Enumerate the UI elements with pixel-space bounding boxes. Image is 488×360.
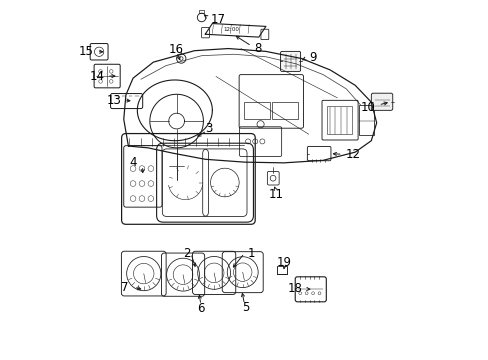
Text: 10: 10 bbox=[360, 102, 374, 114]
Text: 9: 9 bbox=[309, 51, 316, 64]
Text: 12: 12 bbox=[345, 148, 360, 161]
Text: 8: 8 bbox=[254, 42, 262, 55]
Bar bbox=[358, 105, 373, 135]
Text: 3: 3 bbox=[204, 122, 212, 135]
FancyBboxPatch shape bbox=[280, 51, 300, 71]
Text: 19: 19 bbox=[276, 256, 291, 269]
Bar bbox=[199, 10, 203, 13]
Text: 14: 14 bbox=[89, 69, 104, 82]
Text: 4: 4 bbox=[130, 156, 137, 169]
Text: 11: 11 bbox=[268, 188, 283, 201]
Text: 13: 13 bbox=[106, 94, 121, 107]
Text: 2: 2 bbox=[183, 247, 191, 260]
Bar bbox=[272, 102, 298, 119]
Text: 6: 6 bbox=[197, 302, 204, 315]
Text: 1: 1 bbox=[247, 247, 255, 260]
Text: 15: 15 bbox=[79, 45, 94, 58]
Text: 17: 17 bbox=[210, 13, 225, 26]
Text: 7: 7 bbox=[121, 281, 128, 294]
Bar bbox=[276, 266, 287, 274]
Text: 5: 5 bbox=[242, 301, 249, 314]
Text: 18: 18 bbox=[287, 283, 302, 296]
Bar bbox=[326, 107, 352, 134]
Bar bbox=[244, 102, 270, 119]
Text: 12:00: 12:00 bbox=[223, 27, 238, 32]
Text: 16: 16 bbox=[168, 43, 183, 56]
FancyBboxPatch shape bbox=[370, 93, 392, 111]
